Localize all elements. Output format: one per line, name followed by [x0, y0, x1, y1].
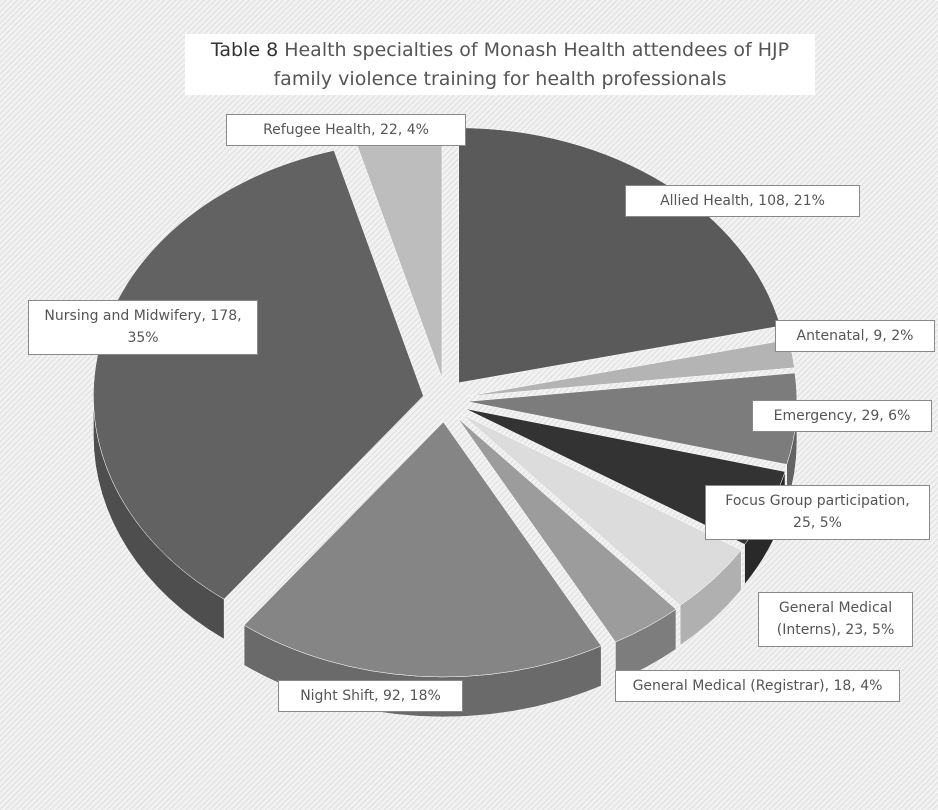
chart-title: Table 8 Health specialties of Monash Hea…: [185, 34, 815, 95]
slice: [458, 127, 781, 384]
data-label: Allied Health, 108, 21%: [625, 185, 860, 218]
title-text: Health specialties of Monash Health atte…: [273, 39, 790, 90]
slice: [243, 421, 602, 678]
data-label: General Medical (Interns), 23, 5%: [758, 592, 913, 647]
data-label: Night Shift, 92, 18%: [278, 680, 463, 713]
data-label: General Medical (Registrar), 18, 4%: [615, 670, 900, 703]
slice: [457, 417, 677, 643]
slice: [461, 414, 742, 606]
data-label: Emergency, 29, 6%: [752, 400, 932, 433]
data-label: Nursing and Midwifery, 178, 35%: [28, 300, 258, 355]
data-label: Focus Group participation, 25, 5%: [705, 485, 930, 540]
data-label: Antenatal, 9, 2%: [775, 320, 935, 353]
data-label: Refugee Health, 22, 4%: [226, 114, 466, 147]
title-label: Table 8: [210, 39, 279, 61]
